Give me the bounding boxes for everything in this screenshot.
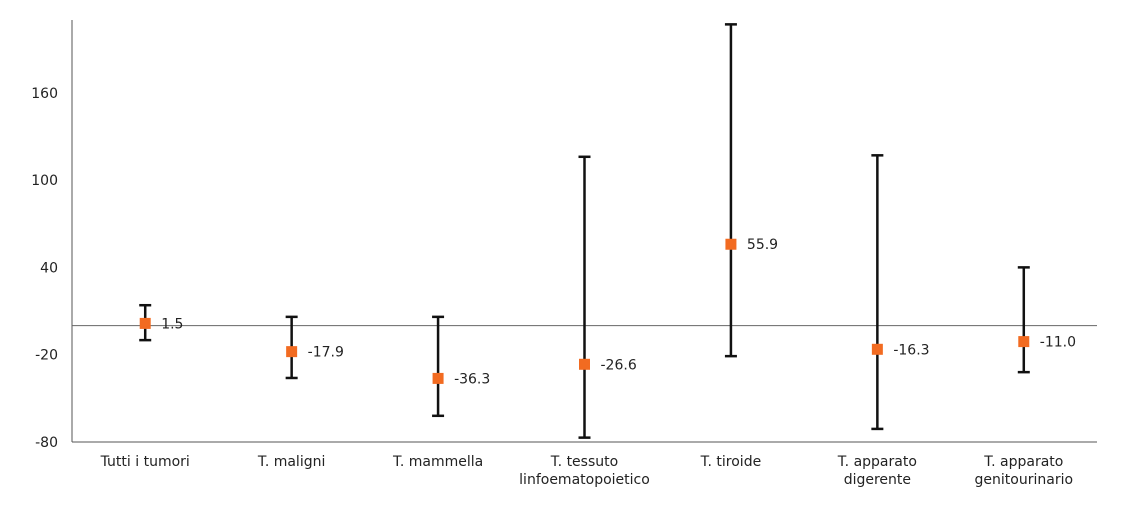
data-value-label: -17.9 bbox=[308, 345, 344, 361]
x-category-label: T. apparato genitourinario bbox=[975, 454, 1074, 488]
data-point-group: -16.3 bbox=[871, 154, 930, 431]
y-tick-label: 160 bbox=[31, 86, 58, 102]
data-series: 1.5 -17.9 -36.3 -26.6 55.9 -16.3 -11.0 bbox=[139, 23, 1076, 439]
data-point-marker bbox=[871, 343, 883, 355]
x-category-label-line: digerente bbox=[844, 472, 911, 488]
x-category-label-line: T. tiroide bbox=[700, 454, 762, 470]
data-point-marker bbox=[286, 346, 298, 358]
data-point-group: 1.5 bbox=[139, 303, 183, 342]
data-point-marker bbox=[432, 372, 444, 384]
x-category-label-line: linfoematopoietico bbox=[519, 472, 650, 488]
y-tick-label: 100 bbox=[31, 173, 58, 189]
data-value-label: 55.9 bbox=[747, 237, 778, 253]
x-category-label-line: T. mammella bbox=[392, 454, 483, 470]
x-category-label: T. apparato digerente bbox=[837, 454, 917, 488]
data-point-marker bbox=[579, 358, 590, 370]
x-category-label: T. tessuto linfoematopoietico bbox=[519, 454, 650, 488]
y-tick-label: -80 bbox=[35, 435, 58, 451]
data-point-group: 55.9 bbox=[724, 23, 778, 358]
data-point-marker bbox=[139, 317, 151, 329]
x-axis-labels: Tutti i tumori T. maligni T. mammella T. te… bbox=[100, 454, 1073, 488]
x-category-label: T. tiroide bbox=[700, 454, 762, 470]
x-category-label-line: genitourinario bbox=[975, 472, 1074, 488]
data-value-label: -26.6 bbox=[601, 357, 637, 373]
y-tick-label: -20 bbox=[35, 348, 58, 364]
x-category-label-line: Tutti i tumori bbox=[100, 454, 190, 470]
x-category-label-line: T. apparato bbox=[837, 454, 917, 470]
data-point-group: -36.3 bbox=[432, 315, 490, 418]
y-axis-ticks: -80 -20 40 100 160 bbox=[31, 86, 58, 451]
x-category-label: Tutti i tumori bbox=[100, 454, 190, 470]
data-value-label: 1.5 bbox=[161, 316, 183, 332]
y-tick-label: 40 bbox=[40, 260, 58, 276]
data-value-label: -11.0 bbox=[1040, 335, 1076, 351]
data-value-label: -36.3 bbox=[454, 371, 490, 387]
data-value-label: -16.3 bbox=[893, 342, 929, 358]
data-point-marker bbox=[1018, 336, 1030, 348]
x-category-label-line: T. tessuto bbox=[550, 454, 618, 470]
x-category-label: T. maligni bbox=[257, 454, 325, 470]
data-point-group: -11.0 bbox=[1017, 266, 1076, 374]
data-point-group: -17.9 bbox=[285, 315, 344, 380]
x-category-label: T. mammella bbox=[392, 454, 483, 470]
x-category-label-line: T. apparato bbox=[983, 454, 1063, 470]
data-point-group: -26.6 bbox=[578, 155, 637, 439]
data-point-marker bbox=[725, 238, 737, 250]
x-category-label-line: T. maligni bbox=[257, 454, 325, 470]
